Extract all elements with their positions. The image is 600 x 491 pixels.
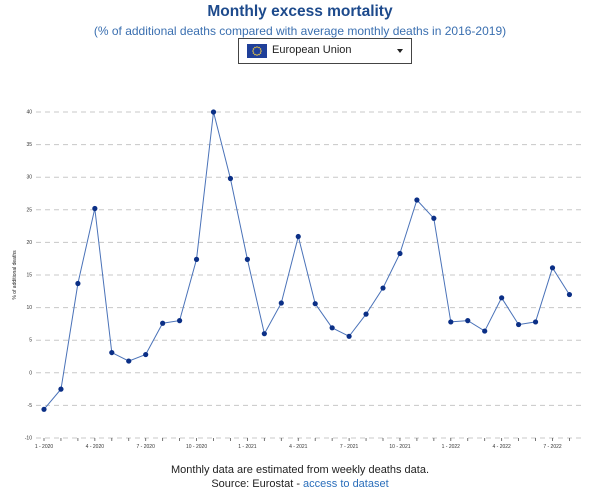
data-point (431, 215, 437, 221)
data-point (295, 233, 301, 240)
data-point (465, 318, 471, 324)
chart-subtitle: (% of additional deaths compared with av… (93, 24, 507, 38)
data-point (227, 175, 234, 182)
y-axis-label: % of additional deaths (12, 250, 18, 300)
data-point (177, 318, 183, 324)
data-point (126, 358, 132, 364)
data-point (448, 319, 454, 325)
footnote: Monthly data are estimated from weekly d… (170, 464, 430, 476)
data-point (261, 331, 267, 337)
series-line (43, 111, 570, 410)
y-tick-label: 10 (26, 305, 32, 311)
x-tick-label: 7 - 2022 (543, 444, 562, 450)
x-tick-label: 1 - 2022 (442, 444, 461, 450)
source-line: Source: Eurostat - access to dataset (0, 478, 600, 490)
x-tick-label: 4 - 2020 (86, 444, 105, 450)
x-tick-label: 7 - 2021 (340, 444, 359, 450)
y-tick-label: -10 (25, 436, 32, 442)
data-point (516, 321, 522, 328)
data-point (210, 109, 217, 115)
data-point (278, 300, 284, 306)
data-point (566, 291, 573, 298)
y-tick-label: -5 (28, 403, 33, 409)
data-point (532, 319, 539, 325)
y-tick-label: 5 (29, 338, 32, 344)
y-tick-label: 40 (26, 110, 32, 116)
chevron-down-icon (397, 49, 403, 53)
data-point (312, 301, 318, 307)
y-tick-label: 35 (26, 142, 32, 148)
data-point (58, 386, 64, 392)
data-point (160, 320, 166, 326)
data-point (329, 325, 335, 331)
data-point (92, 205, 98, 212)
x-tick-label: 4 - 2022 (492, 444, 511, 450)
data-point (414, 197, 420, 203)
data-point (346, 333, 352, 339)
data-point (75, 280, 81, 287)
data-point (244, 256, 250, 262)
data-point (482, 328, 488, 334)
x-tick-label: 10 - 2021 (389, 444, 410, 450)
data-point (363, 311, 369, 317)
data-point (143, 351, 149, 358)
x-tick-label: 10 - 2020 (186, 444, 207, 450)
data-point (549, 265, 556, 271)
x-tick-label: 4 - 2021 (289, 444, 308, 450)
data-point (380, 285, 386, 291)
x-tick-label: 7 - 2020 (137, 444, 156, 450)
y-tick-label: 0 (29, 370, 32, 376)
dataset-link[interactable]: access to dataset (303, 478, 389, 490)
chart-title: Monthly excess mortality (207, 3, 393, 20)
y-tick-label: 25 (26, 207, 32, 213)
source-prefix: Source: Eurostat - (211, 478, 304, 490)
data-point (109, 349, 115, 356)
line-chart: 40 35 30 25 20 15 10 5 0 -5 -10 % of additional dea… (12, 109, 584, 450)
data-point (193, 256, 200, 262)
y-tick-label: 20 (26, 240, 32, 246)
x-tick-label: 1 - 2021 (238, 444, 257, 450)
data-point (499, 295, 505, 301)
country-selector[interactable]: European Union (238, 38, 412, 64)
data-point (41, 406, 47, 412)
x-tick-label: 1 - 2020 (35, 444, 54, 450)
eu-flag-icon (247, 44, 267, 58)
y-tick-label: 15 (26, 273, 32, 279)
y-tick-label: 30 (26, 175, 32, 181)
selector-label: European Union (272, 44, 352, 56)
data-point (397, 250, 403, 257)
